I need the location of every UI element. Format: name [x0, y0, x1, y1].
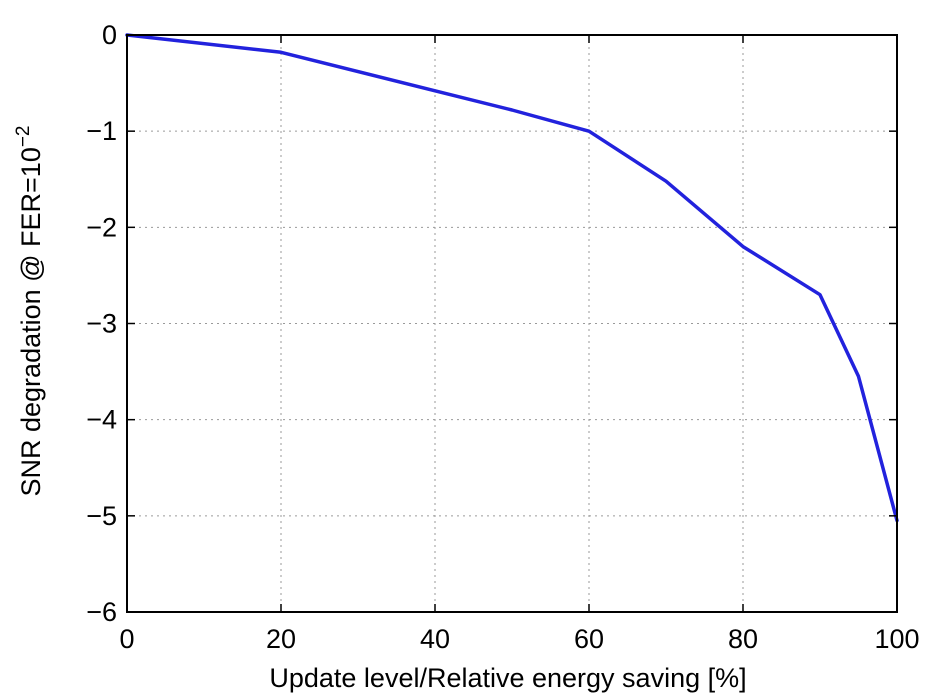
y-tick-label: −5 [86, 501, 117, 531]
x-tick-label: 80 [728, 624, 758, 654]
x-axis-label: Update level/Relative energy saving [%] [269, 663, 746, 693]
y-axis-label-main: SNR degradation @ FER=10 [16, 147, 46, 496]
axis-ticks [126, 34, 898, 613]
series-line [125, 33, 899, 523]
y-tick-label: −6 [86, 597, 117, 627]
tick-labels: 0 20 40 60 80 100 0 −1 −2 −3 −4 −5 −6 [86, 20, 919, 654]
x-tick-label: 40 [420, 624, 450, 654]
y-tick-label: −1 [86, 116, 117, 146]
x-tick-label: 0 [119, 624, 134, 654]
x-tick-label: 100 [874, 624, 919, 654]
y-axis-label-exponent: −2 [13, 125, 34, 147]
series-layer [125, 33, 899, 523]
y-tick-label: −3 [86, 309, 117, 339]
y-axis-label: SNR degradation @ FER=10−2 [13, 125, 46, 496]
grid [127, 35, 897, 612]
x-tick-label: 20 [266, 624, 296, 654]
y-tick-label: −2 [86, 212, 117, 242]
x-tick-label: 60 [574, 624, 604, 654]
y-tick-label: 0 [102, 20, 117, 50]
y-tick-label: −4 [86, 405, 117, 435]
